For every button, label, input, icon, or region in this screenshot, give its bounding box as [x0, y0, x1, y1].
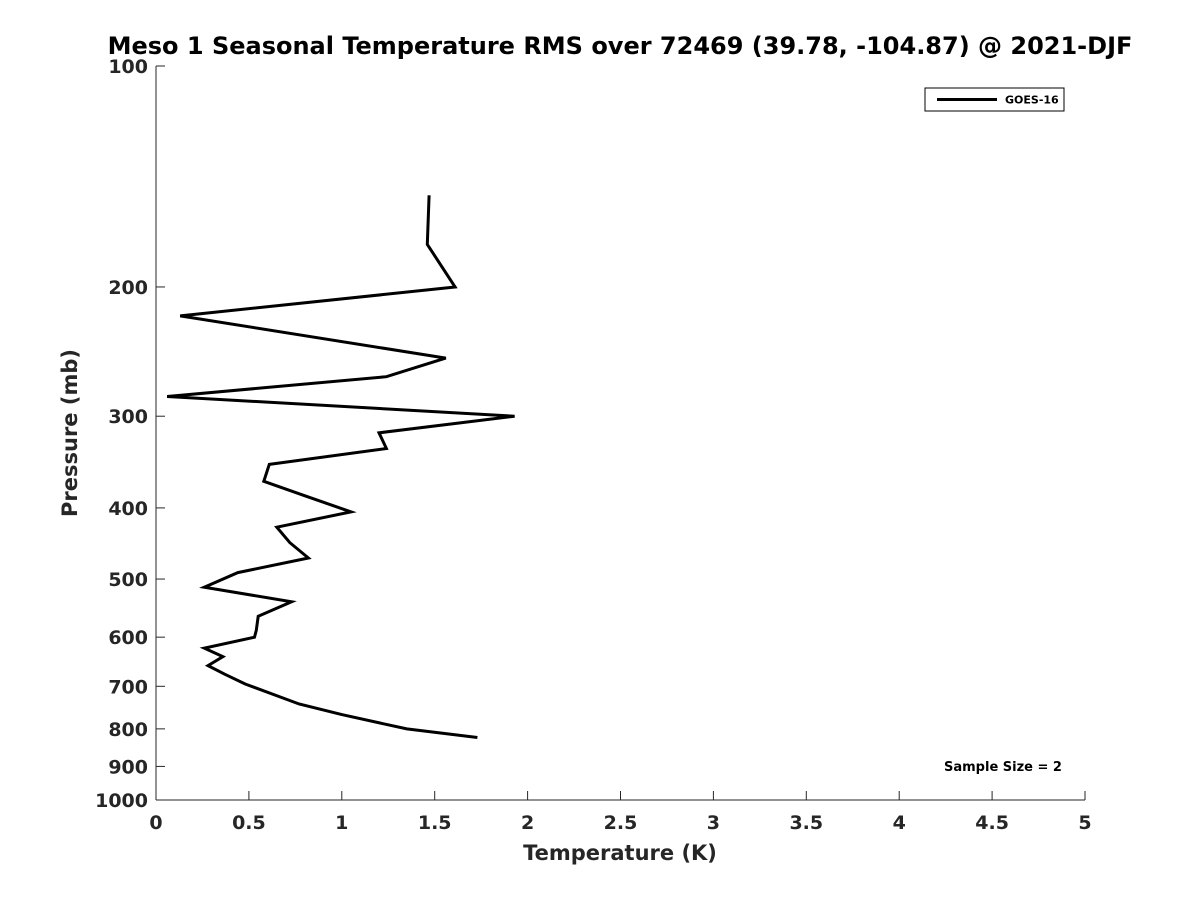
- x-tick-label: 3: [707, 812, 720, 834]
- y-tick-label: 200: [108, 277, 148, 299]
- x-tick-label: 2.5: [604, 812, 638, 834]
- x-tick-label: 5: [1078, 812, 1091, 834]
- y-axis-label: Pressure (mb): [58, 349, 82, 517]
- y-tick-label: 600: [108, 627, 148, 649]
- y-tick-label: 300: [108, 406, 148, 428]
- axes: 0 0.5 1 1.5 2 2.5 3 3.5 4 4.5 5 100 200 300 400 500 600 7…: [95, 56, 1092, 834]
- plot-lines: [166, 195, 515, 739]
- y-tick-label: 700: [108, 676, 148, 698]
- y-tick-label: 900: [108, 756, 148, 778]
- series-line-goes-16: [166, 195, 515, 739]
- chart-title: Meso 1 Seasonal Temperature RMS over 724…: [108, 32, 1133, 60]
- y-tick-label: 400: [108, 498, 148, 520]
- legend-entry-label: GOES-16: [1005, 94, 1059, 107]
- x-tick-label: 0: [149, 812, 162, 834]
- legend: GOES-16: [924, 87, 1065, 112]
- x-tick-label: 0.5: [232, 812, 266, 834]
- x-tick-label: 4.5: [975, 812, 1009, 834]
- y-tick-label: 100: [108, 56, 148, 78]
- x-tick-label: 4: [893, 812, 906, 834]
- x-tick-label: 1: [335, 812, 348, 834]
- x-tick-label: 1.5: [418, 812, 452, 834]
- x-tick-label: 3.5: [789, 812, 823, 834]
- sample-size-annotation: Sample Size = 2: [944, 760, 1062, 775]
- y-tick-label: 500: [108, 569, 148, 591]
- x-axis-label: Temperature (K): [523, 841, 717, 865]
- y-tick-label: 1000: [95, 790, 148, 812]
- y-tick-label: 800: [108, 719, 148, 741]
- x-tick-label: 2: [521, 812, 534, 834]
